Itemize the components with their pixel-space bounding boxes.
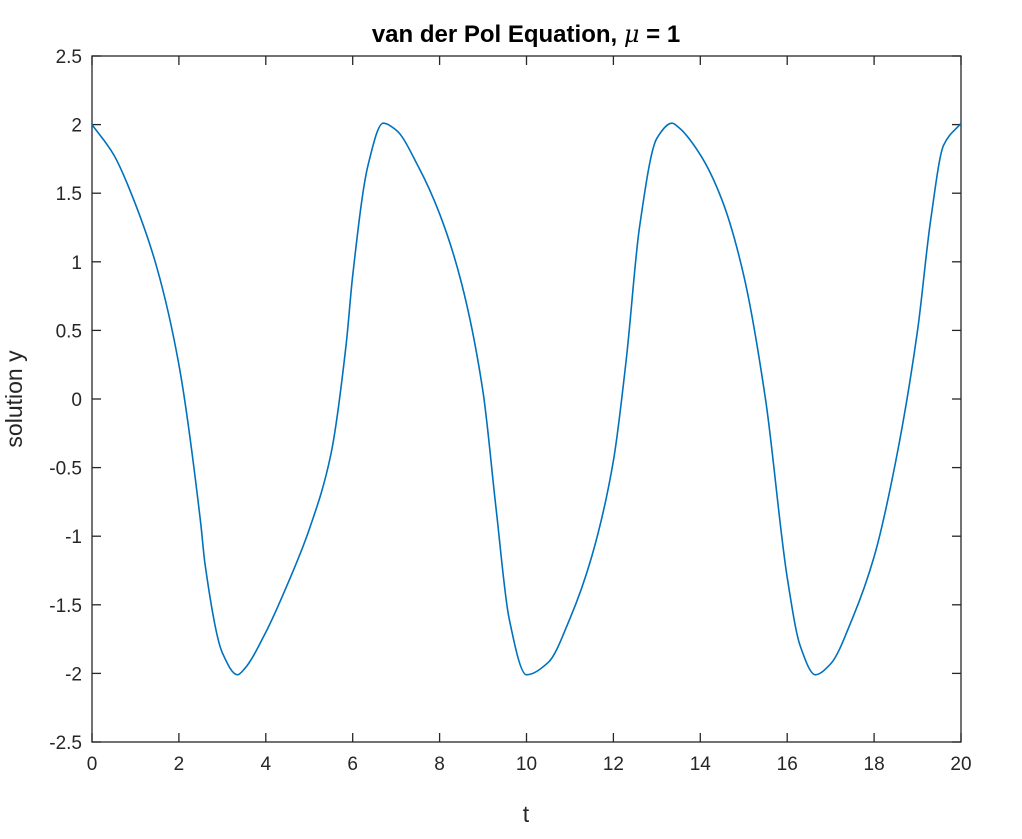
series-line: [91, 122, 962, 676]
y-tick-label: -1.5: [49, 596, 82, 617]
y-axis-ticks: -2.5 -2 -1.5 -1 -0.5 0 0.5 1 1.5 2 2.5: [49, 47, 961, 754]
x-tick-label: 14: [690, 754, 712, 775]
y-tick-label: 2: [71, 116, 82, 137]
x-axis-ticks: 0 2 4 6 8 10 12 14 16 18 20: [87, 56, 972, 775]
chart-title: van der Pol Equation, μ = 1: [372, 20, 680, 48]
y-tick-label: 1: [71, 253, 82, 274]
y-tick-label: 2.5: [56, 47, 82, 68]
x-axis-label: t: [523, 801, 530, 827]
y-tick-label: 1.5: [56, 184, 82, 205]
y-tick-label: -0.5: [49, 459, 82, 480]
chart-title-symbol: μ: [624, 20, 640, 48]
chart-title-suffix: = 1: [639, 21, 680, 48]
x-tick-label: 12: [603, 754, 624, 775]
x-tick-label: 8: [434, 754, 445, 775]
y-tick-label: -1: [65, 527, 82, 548]
x-tick-label: 6: [347, 754, 358, 775]
x-tick-label: 16: [777, 754, 798, 775]
axes-box: [91, 55, 962, 743]
x-tick-label: 20: [950, 754, 971, 775]
y-tick-label: -2.5: [49, 733, 82, 754]
x-tick-label: 10: [516, 754, 537, 775]
x-tick-label: 4: [261, 754, 272, 775]
x-tick-label: 2: [174, 754, 185, 775]
y-tick-label: 0: [71, 390, 82, 411]
y-axis-label: solution y: [1, 350, 27, 448]
y-tick-label: 0.5: [56, 321, 82, 342]
x-tick-label: 0: [87, 754, 98, 775]
chart-title-prefix: van der Pol Equation,: [372, 21, 624, 48]
y-tick-label: -2: [65, 664, 82, 685]
x-tick-label: 18: [864, 754, 885, 775]
